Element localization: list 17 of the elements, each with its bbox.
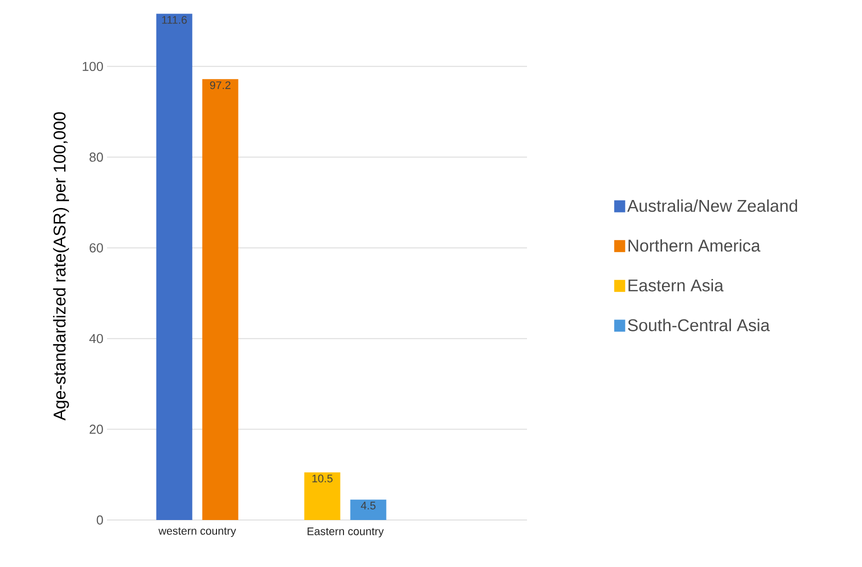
x-tick-label: Eastern country [308,528,384,538]
data-label: 97.2 [210,81,230,90]
y-tick-label: 40 [89,334,103,344]
y-tick-label: 100 [82,62,103,72]
y-axis-title: Age-standardized rate(ASR) per 100,000 [53,112,69,420]
y-tick-label: 20 [90,424,103,434]
y-tick-label: 60 [90,243,103,252]
data-label: 4.5 [360,502,376,510]
data-label: 10.5 [312,474,333,482]
legend-label: Australia/New Zealand [627,199,798,212]
legend-label: Eastern Asia [628,278,724,292]
y-tick-label: 80 [90,152,103,162]
legend-label: South-Central Asia [628,318,770,332]
y-tick-label: 0 [96,515,103,525]
legend-label: Northern America [628,239,760,252]
data-label: 111.6 [162,16,187,24]
x-tick-label: western country [158,528,236,537]
